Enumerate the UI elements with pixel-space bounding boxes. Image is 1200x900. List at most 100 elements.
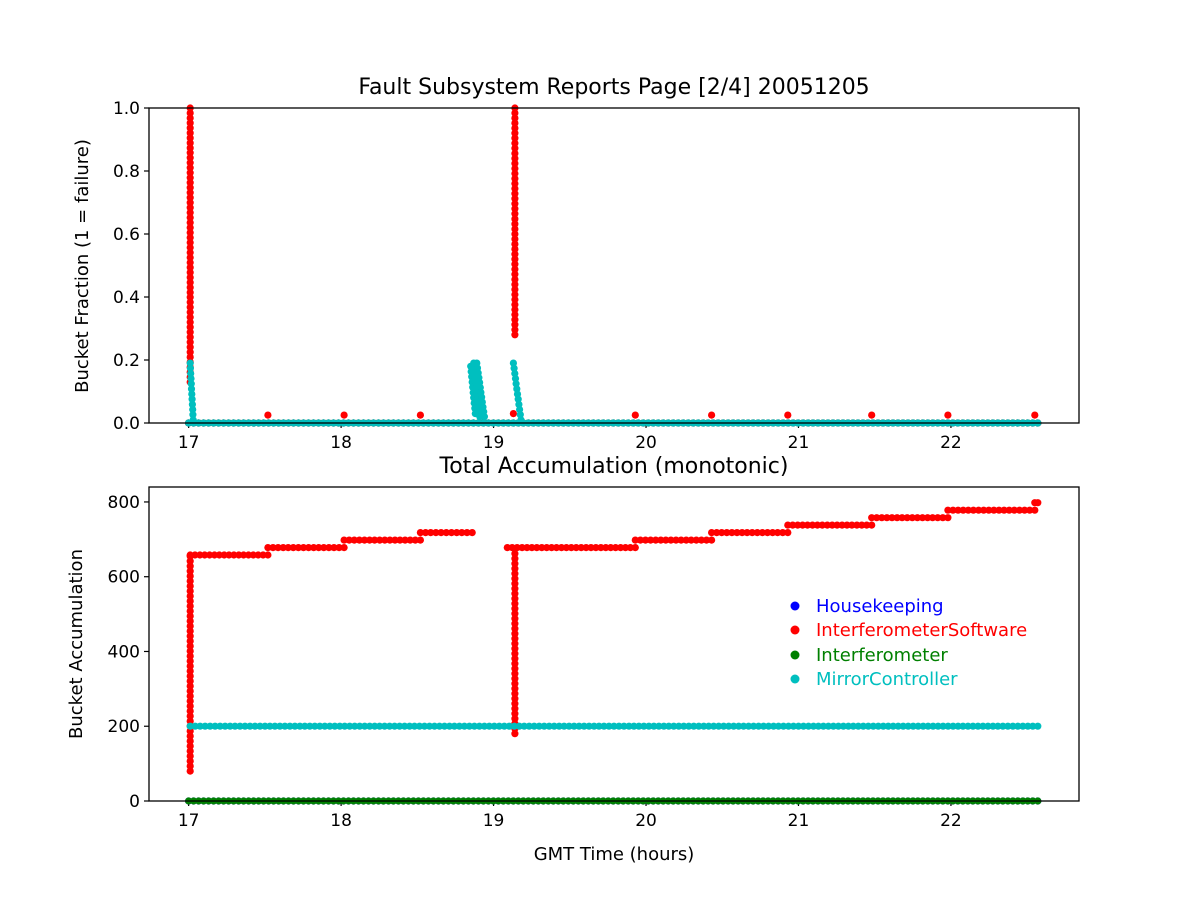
bottom-interferometer-software-point (186, 632, 194, 640)
bottom-mirror-controller-point (391, 722, 399, 730)
top-mirror-controller-point (186, 359, 194, 367)
top-mirror-controller-point (187, 369, 195, 378)
bottom-mirror-controller-point (645, 722, 653, 730)
bottom-interferometer-software-point (511, 600, 519, 608)
bottom-interferometer-software-point (883, 514, 891, 522)
bottom-interferometer-software-point (939, 514, 947, 522)
bottom-interferometer-software-point (371, 536, 379, 544)
top-interferometer-software-point (186, 134, 194, 142)
bottom-interferometer-software-point (1005, 506, 1013, 514)
bottom-interferometer-software-point (186, 587, 194, 595)
bottom-interferometer-software-point (186, 567, 194, 575)
bottom-mirror-controller-point (720, 722, 728, 730)
bottom-interferometer-software-point (360, 536, 369, 544)
bottom-interferometer-software-point (533, 544, 541, 552)
bottom-mirror-controller-point (934, 722, 942, 730)
bottom-y-tick-label: 400 (108, 642, 140, 662)
top-interferometer-software-point (944, 411, 952, 419)
top-x-tick-label: 20 (635, 433, 657, 453)
top-y-tick-label: 0.8 (113, 162, 140, 182)
top-x-tick-label: 17 (178, 433, 200, 453)
bottom-interferometer-software-point (1031, 506, 1039, 514)
bottom-interferometer-software-point (1026, 506, 1034, 514)
bottom-y-tick-label: 0 (129, 792, 140, 812)
bottom-interferometer-software-point (753, 529, 761, 537)
top-interferometer-software-point (511, 265, 519, 273)
bottom-mirror-controller-point (869, 722, 877, 730)
top-interferometer-software-point (511, 114, 519, 122)
top-interferometer-software-point (186, 253, 194, 262)
bottom-interferometer-software-point (422, 529, 430, 537)
bottom-interferometer-software-point (647, 536, 655, 544)
top-interferometer-software-point (511, 275, 519, 283)
bottom-interferometer-software-point (432, 529, 440, 537)
top-interferometer-software-point (511, 119, 519, 127)
bottom-mirror-controller-point (241, 722, 249, 730)
bottom-mirror-controller-point (455, 722, 463, 730)
bottom-interferometer-software-point (572, 544, 580, 552)
top-interferometer-software-point (186, 333, 194, 341)
bottom-interferometer-software-point (186, 687, 194, 695)
bottom-mirror-controller-point (690, 722, 698, 730)
bottom-mirror-controller-point (221, 722, 229, 730)
top-interferometer-software-point (511, 301, 519, 309)
bottom-interferometer-software-point (728, 529, 736, 537)
top-interferometer-software-point (186, 144, 194, 152)
bottom-mirror-controller-point (545, 722, 553, 730)
top-interferometer-software-point (186, 278, 194, 286)
top-interferometer-software-point (511, 235, 519, 243)
bottom-interferometer-software-point (416, 536, 424, 544)
top-interferometer-software-point (186, 283, 194, 291)
bottom-interferometer-software-point (1010, 506, 1018, 514)
bottom-mirror-controller-point (366, 722, 374, 730)
bottom-interferometer-software-point (511, 555, 519, 563)
bottom-mirror-controller-point (321, 722, 329, 730)
bottom-interferometer-software-point (908, 514, 916, 522)
top-interferometer-software-point (186, 298, 194, 306)
bottom-interferometer-software-point (657, 536, 665, 544)
bottom-interferometer-software-point (355, 536, 363, 544)
bottom-interferometer-software-point (511, 610, 519, 618)
bottom-mirror-controller-point (834, 722, 843, 730)
bottom-mirror-controller-point (655, 722, 663, 730)
bottom-interferometer-software-point (511, 700, 519, 708)
bottom-mirror-controller-point (1009, 722, 1017, 730)
bottom-interferometer-software-point (186, 712, 194, 720)
bottom-mirror-controller-point (381, 722, 389, 730)
bottom-interferometer-software-point (511, 580, 519, 588)
bottom-mirror-controller-point (276, 722, 284, 730)
bottom-interferometer-software-point (738, 529, 746, 537)
top-mirror-controller-point (187, 375, 195, 383)
legend-marker-interferometer (790, 650, 800, 660)
bottom-interferometer-software-point (758, 529, 767, 537)
bottom-interferometer-software-point (888, 514, 896, 522)
bottom-mirror-controller-point (301, 722, 309, 730)
bottom-interferometer-software-point (340, 544, 348, 552)
top-y-tick-label: 0.6 (113, 225, 140, 245)
bottom-mirror-controller-point (595, 722, 603, 730)
bottom-interferometer-software-point (186, 742, 194, 750)
bottom-interferometer-software-point (769, 529, 777, 537)
top-interferometer-software-point (186, 199, 194, 207)
top-interferometer-software-point (511, 154, 519, 162)
bottom-interferometer-software-point (325, 544, 333, 552)
top-interferometer-software-point (511, 195, 519, 203)
bottom-axis-ticks: 17 18 19 20 21 22 0 200 400 600 800 (108, 493, 962, 831)
top-x-tick-label: 22 (940, 433, 962, 453)
bottom-interferometer-software-point (511, 595, 519, 603)
top-x-tick-label: 21 (788, 433, 810, 453)
bottom-interferometer-software-point (186, 627, 194, 635)
top-interferometer-software-point (511, 134, 519, 142)
top-interferometer-software-point (511, 200, 519, 208)
top-interferometer-software-point (186, 174, 194, 182)
bottom-mirror-controller-point (889, 722, 897, 730)
bottom-interferometer-software-point (511, 695, 519, 703)
bottom-x-tick-label: 20 (635, 811, 657, 831)
bottom-interferometer-software-point (284, 544, 292, 552)
bottom-interferometer-software-point (692, 536, 700, 544)
bottom-interferometer-software-point (186, 707, 194, 715)
bottom-mirror-controller-point (829, 722, 838, 730)
bottom-mirror-controller-point (346, 722, 354, 730)
top-y-tick-label: 0.4 (113, 288, 140, 308)
top-interferometer-software-point (511, 260, 519, 268)
